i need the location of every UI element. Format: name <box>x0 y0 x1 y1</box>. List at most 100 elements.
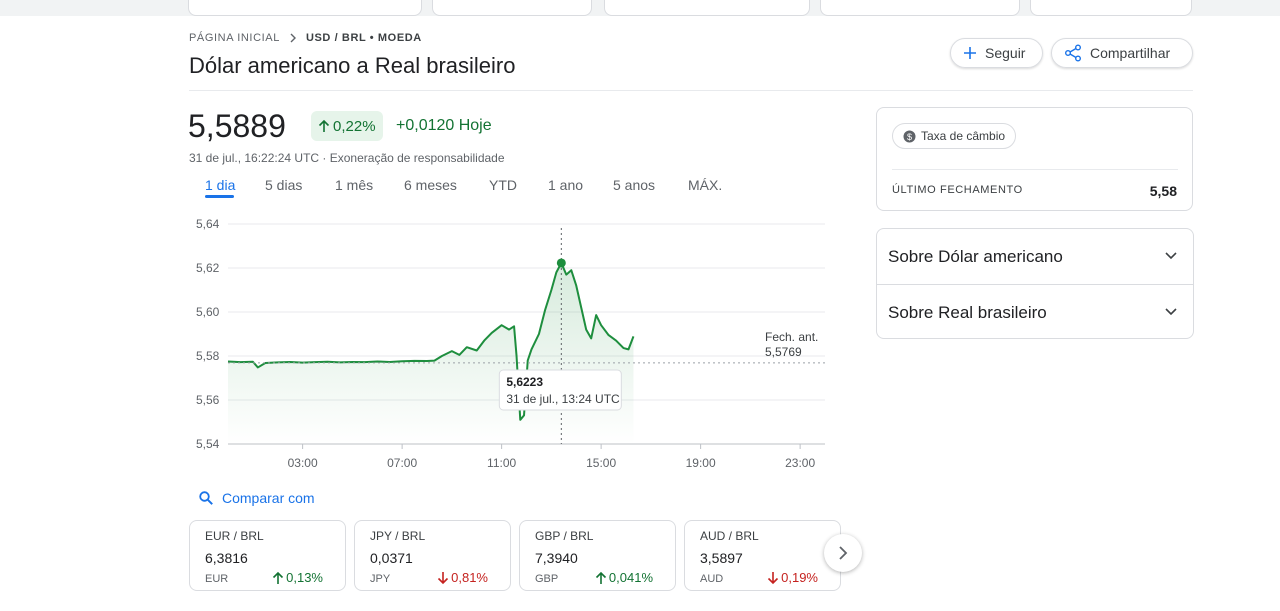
card-change: 0,19% <box>767 570 818 585</box>
next-button[interactable] <box>824 534 862 572</box>
top-tab[interactable] <box>604 0 810 16</box>
tooltip-box <box>498 369 622 411</box>
about-label: Sobre Dólar americano <box>888 247 1063 266</box>
compare-label: Comparar com <box>222 490 315 506</box>
x-tick-label: 19:00 <box>686 456 716 470</box>
expand-icon <box>1165 252 1177 260</box>
arrow-down-icon <box>768 571 779 584</box>
change-today: +0,0120 Hoje <box>396 117 492 134</box>
range-tab[interactable]: 1 ano <box>548 177 584 193</box>
info-panel: $ Taxa de câmbio ÚLTIMO FECHAMENTO 5,58 <box>876 107 1193 211</box>
range-tab[interactable]: 5 anos <box>613 177 656 193</box>
about-panel: Sobre Dólar americano Sobre Real brasile… <box>876 228 1194 339</box>
chevron-icon <box>290 33 296 43</box>
tooltip-value: 5,6223 <box>506 375 543 389</box>
y-tick-label: 5,60 <box>196 305 220 319</box>
divider <box>892 169 1178 170</box>
range-tab[interactable]: 6 meses <box>404 177 457 193</box>
compare-card[interactable]: AUD / BRL 3,5897 AUD 0,19% <box>684 520 841 591</box>
last-close-label: ÚLTIMO FECHAMENTO <box>892 184 1023 196</box>
breadcrumb-home[interactable]: PÁGINA INICIAL <box>189 32 280 44</box>
about-row[interactable]: Sobre Dólar americano <box>877 229 1193 285</box>
top-tab[interactable] <box>188 0 422 16</box>
compare-link[interactable]: Comparar com <box>199 490 315 506</box>
price: 5,5889 <box>188 108 286 144</box>
y-tick-label: 5,64 <box>196 217 220 231</box>
tooltip-time: 31 de jul., 13:24 UTC <box>506 392 620 406</box>
follow-label: Seguir <box>985 45 1026 61</box>
range-tab[interactable]: YTD <box>489 177 517 193</box>
type-chip-label: Taxa de câmbio <box>921 129 1006 143</box>
type-chip: $ Taxa de câmbio <box>892 123 1017 149</box>
range-tab[interactable]: 5 dias <box>265 177 303 193</box>
card-price: 6,3816 <box>205 550 248 566</box>
card-price: 7,3940 <box>535 550 578 566</box>
arrow-down-icon <box>438 571 449 584</box>
x-tick-label: 11:00 <box>487 456 516 470</box>
currency-code: GBP <box>535 573 559 585</box>
arrow-up-icon <box>273 571 284 584</box>
share-button[interactable]: Compartilhar <box>1051 38 1193 68</box>
plus-icon <box>964 47 976 59</box>
timestamp: 31 de jul., 16:22:24 UTC · Exoneração de… <box>189 151 505 165</box>
range-tab[interactable]: MÁX. <box>688 177 723 193</box>
card-price: 0,0371 <box>370 550 413 566</box>
currency-code: JPY <box>370 573 391 585</box>
change-percent: 0,19% <box>781 570 818 585</box>
divider <box>189 90 1193 91</box>
x-tick-label: 23:00 <box>785 456 815 470</box>
change-percent: 0,81% <box>451 570 488 585</box>
about-row[interactable]: Sobre Real brasileiro <box>877 285 1193 338</box>
range-tab[interactable]: 1 dia <box>205 177 236 193</box>
compare-card[interactable]: EUR / BRL 6,3816 EUR 0,13% <box>189 520 346 591</box>
change-percent: 0,22% <box>333 117 376 135</box>
arrow-up-icon <box>318 119 330 132</box>
chevron-right-icon <box>839 546 848 560</box>
pair: EUR / BRL <box>205 529 264 543</box>
previous-close-value: 5,5769 <box>765 345 802 359</box>
change-chip: 0,22% <box>311 111 383 141</box>
last-close-value: 5,58 <box>1149 183 1177 199</box>
tab-indicator <box>205 195 234 198</box>
page-title: Dólar americano a Real brasileiro <box>189 53 516 78</box>
share-icon <box>1065 44 1081 62</box>
follow-button[interactable]: Seguir <box>950 38 1043 68</box>
change-percent: 0,13% <box>286 570 323 585</box>
previous-close-label: Fech. ant. <box>765 330 818 344</box>
card-change: 0,041% <box>595 570 653 585</box>
pair: AUD / BRL <box>700 529 759 543</box>
hover-point <box>556 258 566 268</box>
breadcrumb-current: USD / BRL • MOEDA <box>305 32 422 44</box>
pair: GBP / BRL <box>535 529 594 543</box>
currency-code: EUR <box>205 573 229 585</box>
about-label: Sobre Real brasileiro <box>888 303 1047 322</box>
x-tick-label: 07:00 <box>387 456 417 470</box>
y-tick-label: 5,54 <box>196 437 220 451</box>
range-tab[interactable]: 1 mês <box>335 177 374 193</box>
y-tick-label: 5,56 <box>196 393 220 407</box>
change-percent: 0,041% <box>608 570 653 585</box>
top-tab[interactable] <box>820 0 1020 16</box>
top-tab[interactable] <box>432 0 592 16</box>
x-tick-label: 15:00 <box>586 456 616 470</box>
share-label: Compartilhar <box>1090 45 1171 61</box>
top-bar <box>0 0 1280 16</box>
pair: JPY / BRL <box>370 529 426 543</box>
compare-card[interactable]: JPY / BRL 0,0371 JPY 0,81% <box>354 520 511 591</box>
price-line <box>227 261 635 421</box>
top-tab[interactable] <box>1030 0 1192 16</box>
arrow-up-icon <box>595 571 606 584</box>
y-tick-label: 5,62 <box>196 261 220 275</box>
compare-card[interactable]: GBP / BRL 7,3940 GBP 0,041% <box>519 520 676 591</box>
expand-icon <box>1165 308 1177 316</box>
area-fill <box>228 262 634 444</box>
card-change: 0,81% <box>437 570 488 585</box>
y-tick-label: 5,58 <box>196 349 220 363</box>
card-change: 0,13% <box>272 570 323 585</box>
price-chart: 5,54 5,56 5,58 5,60 5,62 5,64 03:00 07:00 11:00 1… <box>196 217 825 470</box>
search-icon <box>199 491 213 505</box>
breadcrumb: PÁGINA INICIAL USD / BRL • MOEDA <box>189 32 422 44</box>
x-tick-label: 03:00 <box>288 456 318 470</box>
currency-code: AUD <box>700 573 724 585</box>
